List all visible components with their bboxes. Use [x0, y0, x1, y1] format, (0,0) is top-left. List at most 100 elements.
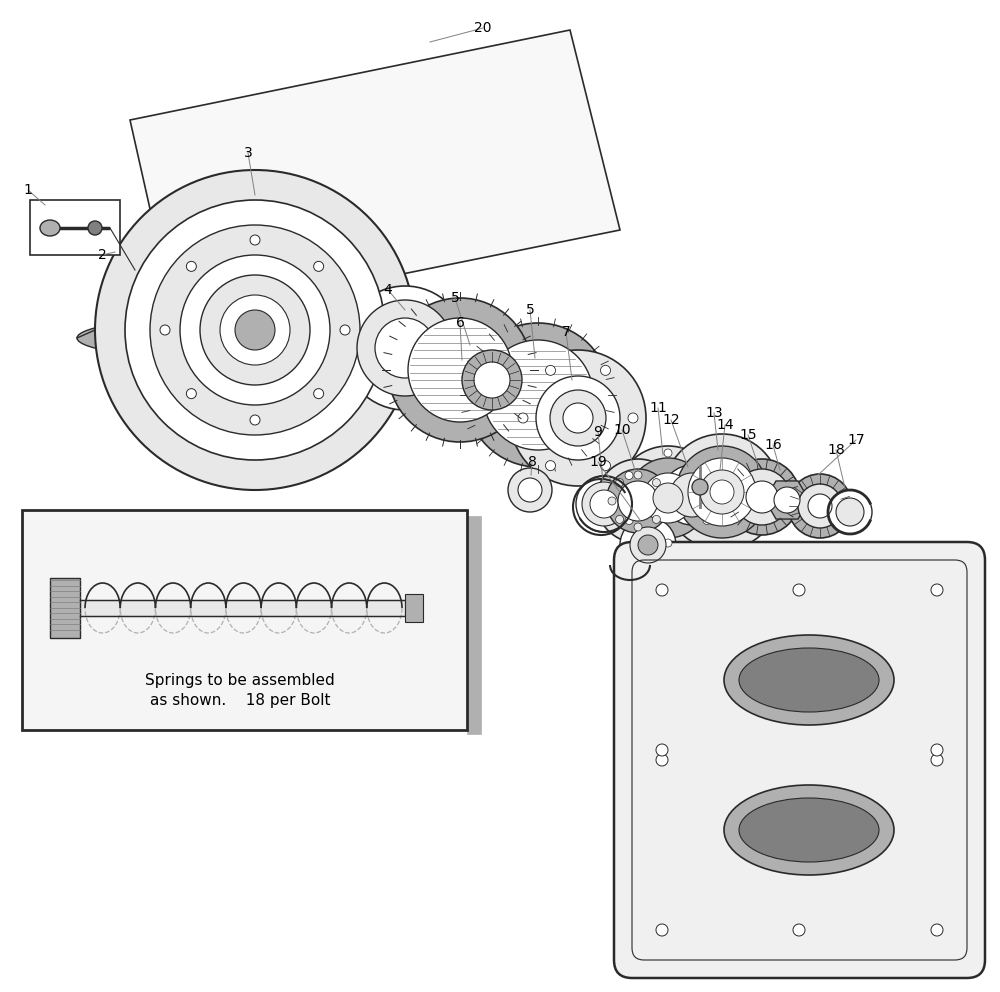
- Ellipse shape: [931, 754, 943, 766]
- Bar: [467, 516, 481, 734]
- Text: 20: 20: [474, 21, 492, 35]
- Text: 16: 16: [764, 438, 782, 452]
- Ellipse shape: [620, 517, 676, 573]
- Ellipse shape: [703, 517, 711, 525]
- Text: 5: 5: [451, 291, 459, 305]
- Ellipse shape: [40, 220, 60, 236]
- Ellipse shape: [608, 491, 712, 513]
- Ellipse shape: [616, 446, 720, 550]
- Ellipse shape: [739, 798, 879, 862]
- Ellipse shape: [250, 415, 260, 425]
- Text: 5: 5: [526, 303, 534, 317]
- Text: 6: 6: [456, 316, 464, 330]
- Ellipse shape: [502, 410, 638, 434]
- Ellipse shape: [378, 360, 522, 390]
- Ellipse shape: [638, 535, 658, 555]
- Ellipse shape: [739, 648, 879, 712]
- Ellipse shape: [600, 365, 610, 375]
- Text: 7: 7: [562, 325, 570, 339]
- Bar: [50, 578, 80, 638]
- Ellipse shape: [662, 465, 722, 525]
- Ellipse shape: [692, 479, 708, 495]
- Ellipse shape: [408, 318, 512, 422]
- Ellipse shape: [653, 483, 683, 513]
- Ellipse shape: [688, 458, 756, 526]
- Ellipse shape: [630, 527, 666, 563]
- Text: 2: 2: [98, 248, 106, 262]
- Text: 15: 15: [739, 428, 757, 442]
- Ellipse shape: [125, 200, 385, 460]
- Ellipse shape: [596, 459, 680, 543]
- Ellipse shape: [931, 744, 943, 756]
- Bar: [80, 600, 405, 616]
- Ellipse shape: [654, 485, 770, 509]
- Text: 4: 4: [384, 283, 392, 297]
- Ellipse shape: [160, 325, 170, 335]
- Ellipse shape: [576, 476, 632, 532]
- Ellipse shape: [180, 255, 330, 405]
- Ellipse shape: [793, 924, 805, 936]
- Text: 1: 1: [24, 183, 32, 197]
- Ellipse shape: [388, 298, 532, 442]
- Ellipse shape: [150, 225, 360, 435]
- Ellipse shape: [518, 478, 542, 502]
- Ellipse shape: [724, 459, 800, 535]
- Ellipse shape: [314, 389, 324, 399]
- Ellipse shape: [616, 478, 624, 487]
- Ellipse shape: [656, 924, 668, 936]
- Ellipse shape: [652, 478, 660, 487]
- Ellipse shape: [343, 286, 467, 410]
- Ellipse shape: [618, 481, 658, 521]
- Ellipse shape: [582, 482, 626, 526]
- Ellipse shape: [95, 170, 415, 490]
- Ellipse shape: [220, 295, 290, 365]
- Ellipse shape: [625, 471, 633, 479]
- Ellipse shape: [774, 487, 800, 513]
- Ellipse shape: [340, 325, 350, 335]
- Text: Springs to be assembled: Springs to be assembled: [145, 673, 335, 687]
- Text: 19: 19: [589, 455, 607, 469]
- Ellipse shape: [717, 492, 793, 510]
- FancyBboxPatch shape: [614, 542, 985, 978]
- Ellipse shape: [664, 434, 780, 550]
- Ellipse shape: [808, 494, 832, 518]
- Ellipse shape: [474, 362, 510, 398]
- Ellipse shape: [608, 497, 616, 505]
- Ellipse shape: [703, 471, 711, 479]
- Ellipse shape: [456, 386, 600, 414]
- Polygon shape: [618, 570, 636, 965]
- Ellipse shape: [375, 318, 435, 378]
- Text: 18: 18: [827, 443, 845, 457]
- Ellipse shape: [798, 484, 842, 528]
- Ellipse shape: [628, 413, 638, 423]
- Ellipse shape: [724, 785, 894, 875]
- Ellipse shape: [331, 340, 455, 368]
- Ellipse shape: [510, 350, 646, 486]
- Ellipse shape: [546, 460, 556, 470]
- Ellipse shape: [656, 754, 668, 766]
- Text: 17: 17: [847, 433, 865, 447]
- Ellipse shape: [664, 449, 672, 457]
- Ellipse shape: [483, 340, 593, 450]
- Text: 11: 11: [649, 401, 667, 415]
- Ellipse shape: [462, 350, 522, 410]
- Text: 8: 8: [528, 455, 536, 469]
- Ellipse shape: [616, 516, 624, 524]
- Ellipse shape: [88, 221, 102, 235]
- Ellipse shape: [656, 744, 668, 756]
- Ellipse shape: [643, 473, 693, 523]
- Ellipse shape: [235, 310, 275, 350]
- Polygon shape: [130, 30, 620, 320]
- Ellipse shape: [931, 924, 943, 936]
- Ellipse shape: [550, 390, 606, 446]
- Text: 3: 3: [244, 146, 252, 160]
- Ellipse shape: [788, 474, 852, 538]
- Ellipse shape: [634, 471, 642, 479]
- Text: 9: 9: [594, 425, 602, 439]
- Bar: [30, 200, 120, 255]
- Ellipse shape: [600, 460, 610, 470]
- Ellipse shape: [314, 261, 324, 272]
- Polygon shape: [765, 481, 809, 519]
- Ellipse shape: [186, 261, 196, 272]
- Ellipse shape: [700, 470, 744, 514]
